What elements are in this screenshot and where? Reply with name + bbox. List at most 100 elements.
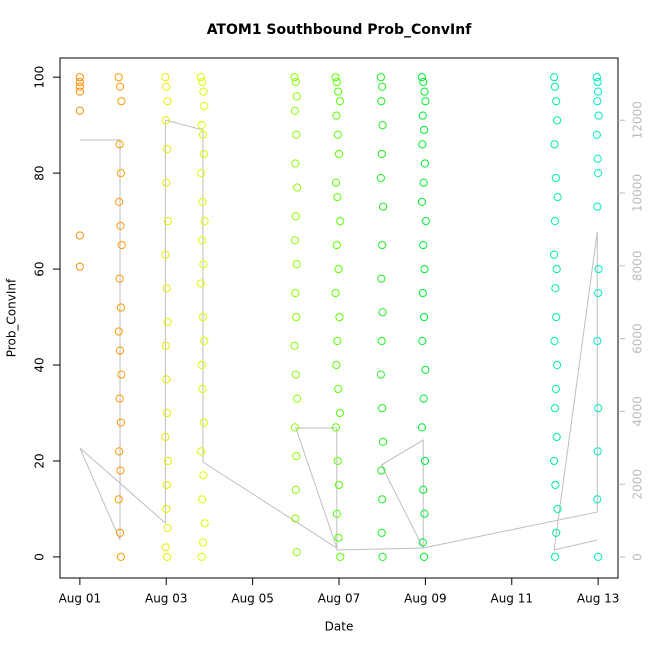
point xyxy=(378,308,387,317)
point xyxy=(549,250,559,259)
point xyxy=(116,552,125,561)
point xyxy=(552,432,561,442)
point xyxy=(198,384,207,394)
y2-tick-label: 6000 xyxy=(631,323,645,354)
point xyxy=(378,240,387,250)
point xyxy=(418,538,427,547)
point xyxy=(115,140,124,149)
point xyxy=(75,77,84,87)
y-tick-label: 40 xyxy=(33,357,47,372)
point xyxy=(163,408,172,418)
x-tick-label: Aug 09 xyxy=(404,592,447,606)
point xyxy=(377,336,386,346)
point xyxy=(200,519,209,528)
point xyxy=(552,528,561,538)
point xyxy=(552,312,561,322)
point xyxy=(75,82,84,91)
point xyxy=(593,154,602,163)
point xyxy=(291,159,300,168)
y-tick-label: 60 xyxy=(33,261,47,276)
point xyxy=(553,504,562,514)
point xyxy=(290,341,299,350)
line xyxy=(79,119,598,551)
point xyxy=(334,264,343,274)
point xyxy=(198,197,207,207)
point xyxy=(163,456,173,466)
point xyxy=(417,423,427,432)
point xyxy=(550,336,559,346)
point xyxy=(163,317,172,326)
point xyxy=(161,432,170,442)
point xyxy=(197,169,206,178)
point xyxy=(333,336,342,346)
y2-tick-label: 2000 xyxy=(631,469,645,500)
point xyxy=(292,547,301,557)
point xyxy=(161,116,170,125)
point xyxy=(376,173,385,183)
point xyxy=(377,149,386,159)
point xyxy=(419,77,428,87)
point xyxy=(198,130,208,139)
point xyxy=(197,360,206,370)
point xyxy=(75,262,84,271)
point xyxy=(419,125,429,135)
point xyxy=(115,528,125,538)
point xyxy=(377,274,386,283)
plot-box xyxy=(59,57,619,579)
x-tick-label: Aug 01 xyxy=(59,592,102,606)
point xyxy=(593,336,602,346)
point xyxy=(117,240,126,250)
point xyxy=(161,73,170,82)
point xyxy=(551,384,560,394)
point xyxy=(594,288,603,298)
point xyxy=(377,528,386,538)
point xyxy=(116,466,125,475)
point xyxy=(418,111,427,120)
point xyxy=(377,466,386,475)
point xyxy=(115,346,125,355)
point xyxy=(552,264,561,274)
point xyxy=(335,312,344,322)
point xyxy=(594,264,603,274)
point xyxy=(75,87,84,96)
point xyxy=(197,447,206,456)
point xyxy=(291,485,300,494)
point xyxy=(291,77,300,87)
y-axis-title: Prob_ConvInf xyxy=(5,278,19,357)
point xyxy=(419,312,429,322)
point xyxy=(291,514,300,523)
y-tick-label: 0 xyxy=(33,553,47,561)
point xyxy=(117,97,126,106)
point xyxy=(378,82,387,91)
point xyxy=(550,216,560,226)
point xyxy=(549,73,559,82)
point xyxy=(115,394,124,403)
point xyxy=(161,250,170,259)
point xyxy=(114,495,123,504)
point xyxy=(293,183,302,192)
y2-tick-label: 10000 xyxy=(631,174,645,212)
point xyxy=(292,312,301,322)
y2-tick-label: 12000 xyxy=(631,101,645,139)
x-axis-title: Date xyxy=(325,620,354,634)
point xyxy=(291,212,300,221)
point xyxy=(332,240,341,250)
point xyxy=(419,178,428,187)
point xyxy=(420,456,430,466)
point xyxy=(291,370,300,379)
point xyxy=(378,437,388,446)
point xyxy=(292,260,301,269)
point xyxy=(196,73,205,82)
point xyxy=(116,418,125,427)
point xyxy=(197,77,207,87)
point xyxy=(331,288,340,298)
point xyxy=(115,274,124,283)
x-tick-label: Aug 03 xyxy=(145,592,188,606)
point xyxy=(162,504,171,514)
point xyxy=(550,552,560,561)
x-tick-label: Aug 07 xyxy=(318,592,361,606)
point xyxy=(418,336,427,346)
point xyxy=(198,312,208,322)
point xyxy=(117,370,126,379)
